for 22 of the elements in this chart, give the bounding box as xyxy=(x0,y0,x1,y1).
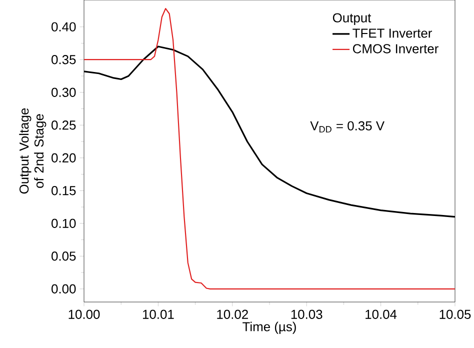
y-axis-title: Output Voltage of 2nd Stage xyxy=(19,108,46,194)
y-tick-label: 0.05 xyxy=(52,252,76,261)
y-tick-label: 0.35 xyxy=(52,55,76,64)
x-tick-label: 10.00 xyxy=(68,310,100,319)
legend-label: TFET Inverter xyxy=(352,28,432,38)
legend-title: Output xyxy=(332,13,372,25)
y-tick-label: 0.30 xyxy=(52,88,76,97)
x-tick-label: 10.02 xyxy=(217,310,248,319)
annotation: V$_{DD}$ = 0.35 V xyxy=(310,121,384,132)
x-tick-label: 10.04 xyxy=(366,310,397,319)
y-tick-label: 0.40 xyxy=(52,22,76,32)
y-tick-label: 0.20 xyxy=(52,153,76,162)
y-tick-label: 0.25 xyxy=(52,120,76,130)
x-axis-title: Time (µs) xyxy=(242,322,296,334)
y-tick-label: 0.15 xyxy=(52,186,76,196)
y-tick-label: 0.00 xyxy=(52,284,76,294)
y-tick-label: 0.10 xyxy=(52,218,76,228)
x-tick-label: 10.05 xyxy=(440,310,471,319)
x-tick-label: 10.01 xyxy=(142,310,174,319)
x-tick-label: 10.03 xyxy=(291,310,322,319)
line-series xyxy=(84,8,456,290)
legend-label: CMOS Inverter xyxy=(352,44,438,54)
